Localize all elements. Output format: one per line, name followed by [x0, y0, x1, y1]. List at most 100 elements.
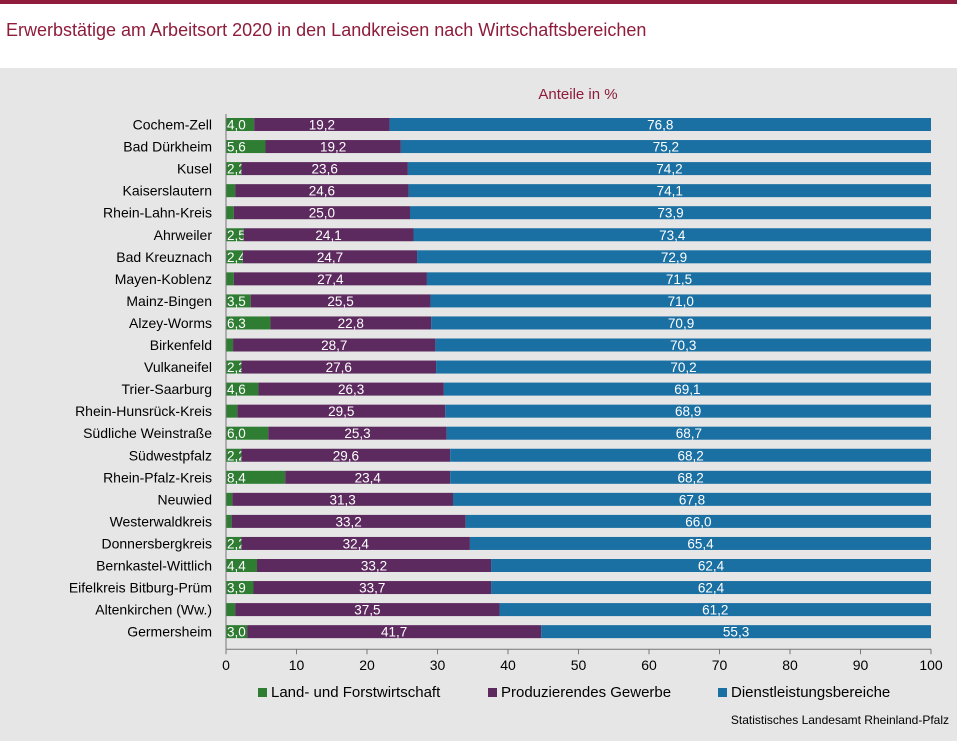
data-label: 41,7 — [381, 625, 407, 640]
legend-swatch-dienst — [718, 688, 727, 697]
data-label: 2,2 — [227, 448, 246, 463]
bar-segment-produzierend — [241, 448, 451, 462]
x-tick-label: 10 — [289, 657, 305, 673]
data-label: 74,1 — [657, 184, 683, 199]
bar-segment-produzierend — [241, 360, 437, 374]
bar-segment-produzierend — [285, 470, 451, 484]
category-label: Cochem-Zell — [133, 117, 212, 133]
data-label: 75,2 — [653, 140, 679, 155]
data-label: 33,7 — [359, 581, 385, 596]
data-label: 68,9 — [675, 404, 701, 419]
bar-segment-land — [226, 448, 242, 462]
bar-segment-dienst — [435, 338, 931, 352]
bar-segment-produzierend — [232, 492, 454, 506]
data-label: 2,5 — [227, 228, 246, 243]
bar-segment-land — [226, 470, 286, 484]
category-label: Westerwaldkreis — [110, 513, 212, 529]
data-label: 61,2 — [702, 603, 728, 618]
bar-segment-dienst — [426, 272, 931, 286]
bar-segment-produzierend — [233, 338, 436, 352]
data-label: 32,4 — [343, 536, 370, 551]
bar-segment-dienst — [450, 470, 931, 484]
x-tick-label: 60 — [641, 657, 657, 673]
data-label: 2,2 — [227, 162, 246, 177]
data-label: 2,2 — [227, 360, 246, 375]
data-label: 2,4 — [227, 250, 246, 265]
category-label: Ahrweiler — [154, 227, 213, 243]
category-label: Rhein-Lahn-Kreis — [103, 205, 212, 221]
x-tick-label: 80 — [782, 657, 798, 673]
data-label: 4,6 — [227, 382, 246, 397]
bar-segment-produzierend — [270, 316, 432, 330]
data-label: 4,0 — [227, 118, 246, 133]
bar-segment-produzierend — [235, 184, 409, 198]
bar-segment-dienst — [446, 426, 931, 440]
bar-segment-land — [226, 404, 238, 418]
x-tick-label: 100 — [919, 657, 943, 673]
bar-segment-land — [226, 514, 232, 528]
data-label: 72,9 — [661, 250, 687, 265]
bar-segment-produzierend — [250, 294, 431, 308]
bar-segment-produzierend — [233, 206, 411, 220]
bar-segment-dienst — [408, 184, 932, 198]
legend-label-dienst: Dienstleistungsbereiche — [731, 684, 891, 701]
category-label: Südwestpfalz — [129, 447, 212, 463]
bar-segment-land — [226, 581, 254, 595]
x-tick-label: 0 — [222, 657, 230, 673]
bar-segment-land — [226, 162, 242, 176]
data-label: 68,2 — [677, 470, 703, 485]
bar-segment-dienst — [541, 625, 931, 639]
bar-segment-dienst — [453, 492, 931, 506]
bar-segment-dienst — [436, 360, 931, 374]
source-note: Statistisches Landesamt Rheinland-Pfalz — [730, 713, 949, 727]
data-label: 3,5 — [227, 294, 246, 309]
bar-segment-land — [226, 140, 266, 154]
data-label: 55,3 — [723, 625, 749, 640]
data-label: 25,3 — [344, 426, 370, 441]
data-label: 62,4 — [698, 559, 725, 574]
category-label: Mainz-Bingen — [126, 293, 212, 309]
bar-segment-produzierend — [231, 514, 466, 528]
chart-title: Erwerbstätige am Arbeitsort 2020 in den … — [6, 20, 647, 40]
bar-segment-produzierend — [265, 140, 401, 154]
bar-segment-land — [226, 559, 258, 572]
data-label: 5,6 — [227, 140, 246, 155]
bar-segment-dienst — [389, 118, 931, 131]
data-label: 24,7 — [317, 250, 343, 265]
bar-segment-dienst — [413, 228, 931, 242]
category-label: Eifelkreis Bitburg-Prüm — [69, 580, 212, 596]
data-label: 68,7 — [676, 426, 702, 441]
category-label: Rhein-Hunsrück-Kreis — [75, 403, 212, 419]
bar-segment-land — [226, 184, 236, 198]
category-labels: Cochem-Zell Bad Dürkheim Kusel Kaiserslaute… — [69, 117, 212, 640]
category-label: Kusel — [177, 161, 212, 177]
data-label: 28,7 — [321, 338, 347, 353]
category-label: Kaiserslautern — [123, 183, 213, 199]
unit-label: Anteile in % — [538, 86, 617, 103]
data-label: 33,2 — [336, 514, 362, 529]
data-label: 27,4 — [317, 272, 344, 287]
data-label: 24,1 — [315, 228, 341, 243]
bar-segment-dienst — [445, 404, 931, 418]
data-label: 3,0 — [227, 625, 246, 640]
bar-segment-dienst — [417, 250, 931, 264]
bar-segment-dienst — [407, 162, 931, 176]
bar-segment-produzierend — [253, 581, 492, 595]
bar-segment-land — [226, 603, 236, 617]
category-label: Südliche Weinstraße — [83, 425, 212, 441]
category-label: Bad Dürkheim — [123, 139, 212, 155]
data-label: 23,4 — [355, 470, 382, 485]
bar-segment-land — [226, 338, 234, 352]
category-label: Germersheim — [127, 624, 212, 640]
bar-segment-land — [226, 426, 269, 440]
data-label: 37,5 — [354, 603, 380, 618]
data-label: 70,9 — [668, 316, 694, 331]
data-label: 70,3 — [670, 338, 696, 353]
category-label: Neuwied — [158, 491, 212, 507]
legend-item-dienst: Dienstleistungsbereiche — [718, 684, 890, 701]
data-label: 4,4 — [227, 559, 246, 574]
bar-segment-land — [226, 625, 248, 639]
panel-gap — [0, 60, 957, 68]
data-label: 68,2 — [677, 448, 703, 463]
x-tick-label: 70 — [712, 657, 728, 673]
